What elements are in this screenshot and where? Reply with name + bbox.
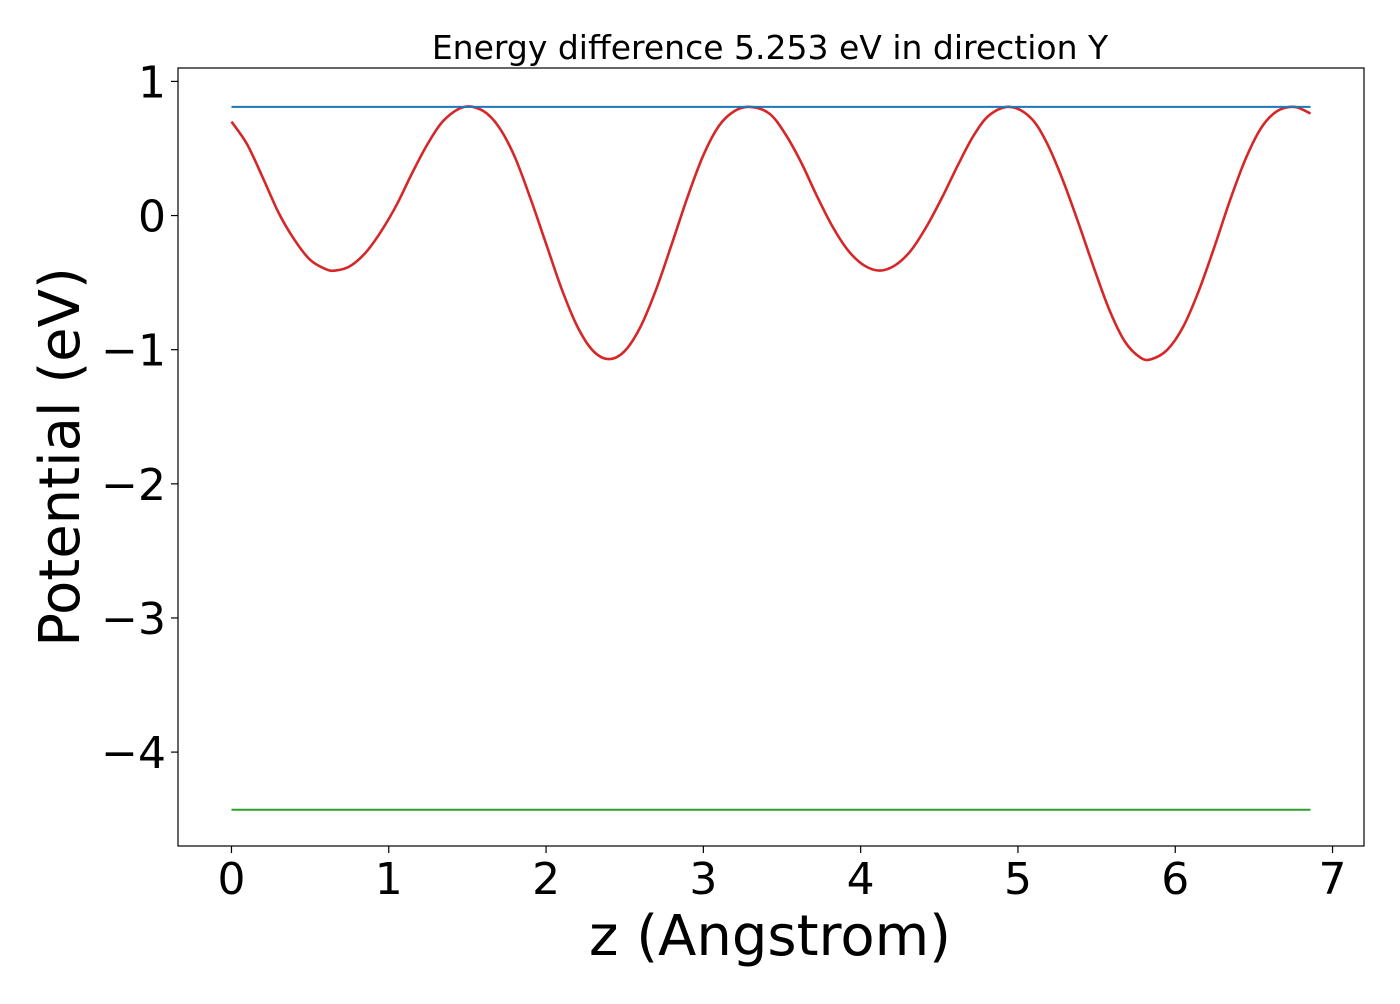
y-tick-label: −2 (101, 460, 166, 511)
y-tick-label: −3 (101, 594, 166, 645)
y-tick-label: −1 (101, 326, 166, 377)
x-tick-label: 7 (1319, 854, 1347, 905)
x-tick-label: 2 (532, 854, 560, 905)
y-tick-label: 0 (138, 192, 166, 243)
y-tick-label: −4 (101, 728, 166, 779)
x-axis: 0 1 2 3 4 5 6 7 (217, 846, 1347, 905)
y-tick-label: 1 (138, 57, 166, 108)
potential-curve-red (230, 105, 1312, 362)
x-tick-label: 3 (689, 854, 717, 905)
x-tick-label: 4 (847, 854, 875, 905)
chart-title: Energy difference 5.253 eV in direction … (432, 28, 1109, 67)
x-tick-label: 0 (217, 854, 245, 905)
series-layer (230, 105, 1312, 811)
y-axis: 1 0 −1 −2 −3 −4 (101, 57, 178, 779)
x-tick-label: 6 (1161, 854, 1189, 905)
x-tick-label: 5 (1004, 854, 1032, 905)
x-axis-label: z (Angstrom) (589, 904, 951, 969)
x-tick-label: 1 (375, 854, 403, 905)
y-axis-label: Potential (eV) (28, 267, 93, 647)
plot-frame (177, 67, 1365, 847)
